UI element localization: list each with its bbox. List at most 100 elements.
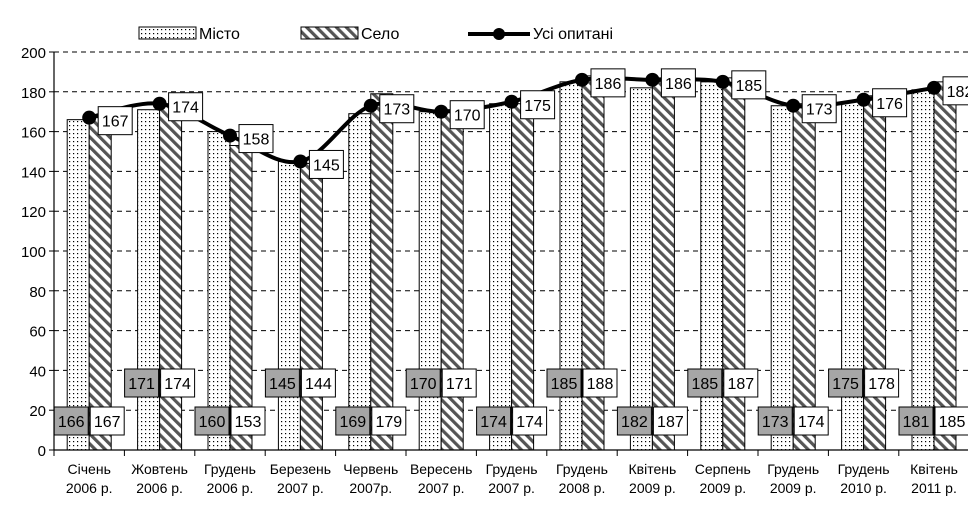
x-tick-label: Грудень [556,461,608,477]
data-label-selo-box [230,406,266,436]
data-label-misto: 169 [339,414,366,431]
labels-layer: 166 167 171 174 160 153 145 144 169 179 170 171 174 1… [53,68,968,436]
y-tick-label: 60 [29,324,46,341]
bar-dots [489,103,513,451]
data-label-selo: 187 [657,414,684,431]
data-label-all-box [449,100,485,130]
data-label-all-box [238,124,274,154]
legend: Місто Село Усі опитані [138,26,613,43]
y-tick-label: 160 [21,125,46,142]
x-tick-label: 2006 р. [136,480,183,496]
x-tick-label: Жовтень [131,461,188,477]
x-tick-label: Грудень [486,461,538,477]
data-label-all-box [731,70,767,100]
data-label-selo: 144 [305,376,332,393]
data-label-all-box [590,68,626,98]
x-tick-label: 2006 р. [66,480,113,496]
line-point [363,98,378,113]
data-label-selo: 171 [446,376,473,393]
data-label-selo: 187 [727,376,754,393]
x-tick-label: 2009 р. [770,480,817,496]
data-label-misto: 145 [269,376,296,393]
data-label-misto: 171 [128,376,155,393]
legend-marker [493,28,505,40]
bar-diagonal-hatch [933,81,957,451]
data-label-misto: 173 [762,414,789,431]
data-label-misto-box [264,368,300,398]
data-label-selo: 174 [164,376,191,393]
y-tick-label: 100 [21,244,46,261]
data-label-all: 175 [524,98,551,115]
data-label-all: 174 [172,100,199,117]
data-label-selo-box [441,368,477,398]
data-label-misto: 175 [832,376,859,393]
data-label-selo-box [652,406,688,436]
data-label-misto-box [616,406,652,436]
legend-label-misto: Місто [199,26,240,43]
line-point [927,80,941,95]
data-label-selo: 178 [868,376,895,393]
data-label-all: 173 [806,102,833,119]
x-tick-label: 2009 р. [699,480,746,496]
data-label-selo-box [371,406,407,436]
x-tick-label: Вересень [410,461,473,477]
y-tick-label: 20 [29,403,46,420]
data-label-all-box [942,76,968,106]
line-point [715,74,730,89]
data-label-misto: 160 [199,414,226,431]
bar-diagonal-hatch [229,145,253,451]
data-label-misto-box [757,406,793,436]
x-tick-label: Січень [68,461,111,477]
data-label-selo: 174 [798,414,825,431]
line-point [152,96,167,111]
data-label-all-box [168,92,204,122]
line-point [786,98,801,113]
data-label-selo: 188 [587,376,614,393]
bar-dots [841,101,865,451]
data-label-all: 176 [876,96,903,113]
data-label-all-box [660,68,696,98]
bar-dots [66,119,90,451]
bar-dots [277,160,301,451]
x-tick-label: Червень [343,461,398,477]
bar-diagonal-hatch [370,93,394,451]
x-tick-label: Грудень [204,461,256,477]
x-tick-label: 2011 р. [911,480,957,496]
x-tick-label: Грудень [838,461,890,477]
x-tick-label: Грудень [767,461,819,477]
data-label-selo: 174 [516,414,543,431]
data-label-misto-box [194,406,230,436]
data-label-all: 186 [665,76,692,93]
data-label-selo-box [512,406,548,436]
data-label-selo: 167 [94,414,121,431]
line-point [223,128,237,143]
y-tick-label: 80 [29,284,46,301]
x-tick-label: Березень [270,461,331,477]
bar-dots [629,87,653,451]
data-label-selo: 153 [235,414,262,431]
data-label-misto-box [898,406,934,436]
y-tick-label: 40 [29,363,46,380]
data-label-misto-box [476,406,512,436]
line-point [82,110,97,125]
x-tick-label: 2006 р. [207,480,254,496]
y-tick-label: 180 [21,85,46,102]
line-point [856,92,871,107]
data-label-all-box [520,90,556,120]
x-tick-label: 2008 р. [559,480,606,496]
x-tick-label: Квітень [629,461,677,477]
bar-diagonal-hatch [159,103,183,451]
axes-layer: 0 20 40 60 80 100 120 140 160 180 200 Січень 2006 р.… [21,45,968,496]
data-label-misto-box [53,406,89,436]
data-label-all: 158 [243,132,270,149]
legend-label-all: Усі опитані [533,26,613,43]
data-label-all: 145 [313,157,340,174]
y-tick-label: 200 [21,45,46,62]
x-tick-label: 2010 р. [840,480,887,496]
bar-dots [911,89,935,451]
bar-diagonal-hatch [651,77,675,451]
data-label-misto-box [335,406,371,436]
data-label-selo-box [934,406,968,436]
